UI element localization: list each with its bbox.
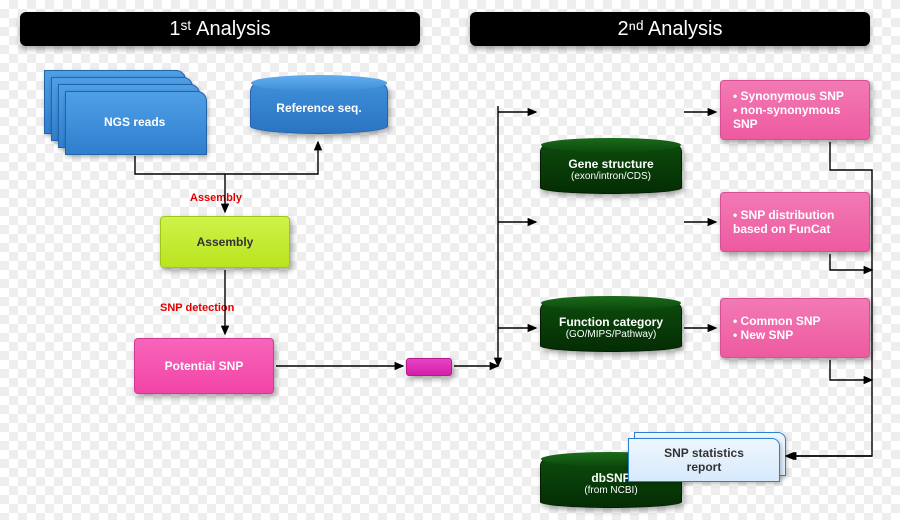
result-synonymous-box: • Synonymous SNP • non-synonymous SNP xyxy=(720,80,870,140)
result-common-box: • Common SNP • New SNP xyxy=(720,298,870,358)
potential-snp-label: Potential SNP xyxy=(165,359,244,373)
function-category-l1: Function category xyxy=(559,315,663,329)
reference-seq-label: Reference seq. xyxy=(276,101,361,115)
result-common-1: • Common SNP xyxy=(733,314,821,328)
result-syn-1: • Synonymous SNP xyxy=(733,89,844,103)
header-first-analysis: 1ˢᵗ Analysis xyxy=(20,12,420,46)
result-distribution-box: • SNP distribution based on FunCat xyxy=(720,192,870,252)
report-page-front: SNP statistics report xyxy=(628,438,780,482)
report-l1: SNP statistics xyxy=(664,446,744,460)
function-category-db: Function category (GO/MIPS/Pathway) xyxy=(540,302,682,352)
gene-structure-l1: Gene structure xyxy=(568,157,653,171)
snp-detection-edge-label: SNP detection xyxy=(160,302,234,314)
ngs-reads-label: NGS reads xyxy=(104,115,165,129)
result-dist-1: • SNP distribution xyxy=(733,208,834,222)
assembly-edge-label: Assembly xyxy=(190,192,242,204)
assembly-box-label: Assembly xyxy=(197,235,254,249)
gene-structure-l2: (exon/intron/CDS) xyxy=(571,171,651,182)
function-category-l2: (GO/MIPS/Pathway) xyxy=(566,329,657,340)
result-dist-2: based on FunCat xyxy=(733,222,830,236)
result-common-2: • New SNP xyxy=(733,328,793,342)
reference-seq-cylinder: Reference seq. xyxy=(250,82,388,134)
gene-structure-db: Gene structure (exon/intron/CDS) xyxy=(540,144,682,194)
result-syn-3: SNP xyxy=(733,117,758,131)
header-second-analysis: 2ⁿᵈ Analysis xyxy=(470,12,870,46)
result-syn-2: • non-synonymous xyxy=(733,103,841,117)
connector-bar xyxy=(406,358,452,376)
assembly-box: Assembly xyxy=(160,216,290,268)
report-l2: report xyxy=(687,460,722,474)
dbsnp-l1: dbSNP xyxy=(591,471,630,485)
potential-snp-box: Potential SNP xyxy=(134,338,274,394)
dbsnp-l2: (from NCBI) xyxy=(584,485,637,496)
